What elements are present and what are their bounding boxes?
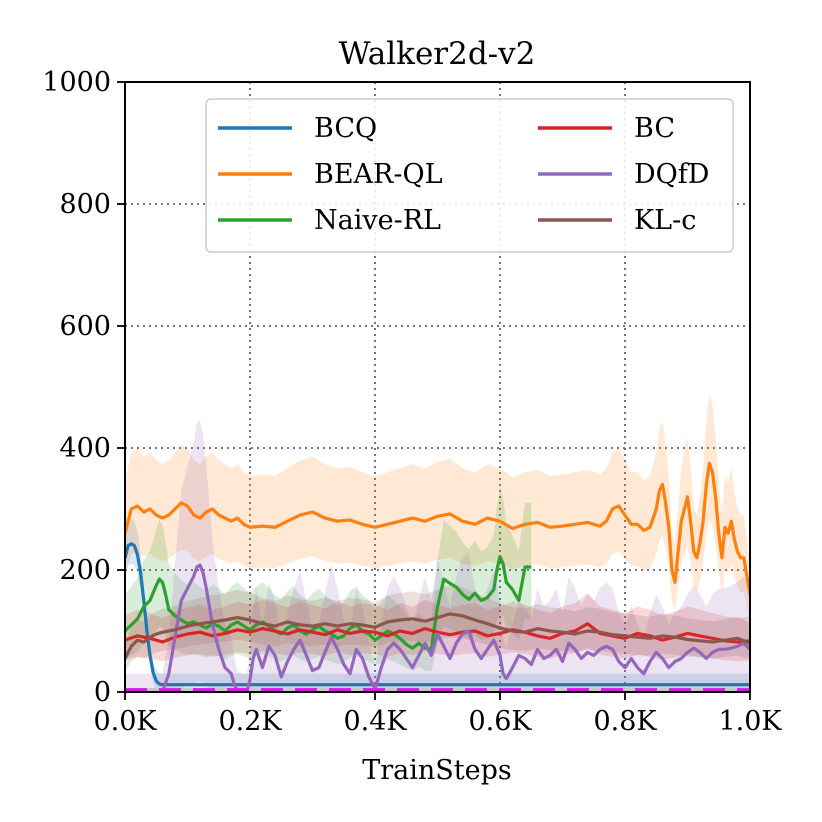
y-tick-label: 0 [94,677,111,708]
legend-item-bcq: BCQ [218,113,377,144]
legend-item-kl-c: KL-c [538,205,696,236]
axis-ticks: 0.0K 0.2K 0.4K 0.6K 0.8K 1.0K 0 200 400 600 800 100… [42,67,782,737]
series-line-bear-ql [125,461,750,595]
series-line-kl-c [125,612,750,660]
band-bear-ql [125,394,750,621]
legend-item-dqfd: DQfD [538,159,709,190]
band-bcq [125,518,750,692]
band-kl-c [125,585,750,671]
confidence-bands [125,394,750,692]
legend-label: KL-c [634,205,696,236]
series-line-dqfd [125,563,750,692]
legend-item-bc: BC [538,113,675,144]
x-tick-label: 1.0K [718,706,782,737]
legend-item-naive-rl: Naive-RL [218,205,441,236]
x-tick-label: 0.0K [93,706,157,737]
y-tick-label: 400 [59,433,111,464]
x-tick-label: 0.8K [593,706,657,737]
legend-item-bear-ql: BEAR-QL [218,159,443,190]
plot-frame [124,81,751,693]
legend-box [205,98,734,253]
y-tick-label: 800 [59,189,111,220]
series-line-bc [125,622,750,644]
y-tick-label: 200 [59,555,111,586]
x-tick-label: 0.6K [468,706,532,737]
x-axis-label: TrainSteps [362,755,512,786]
legend-label: BCQ [314,113,377,144]
band-dqfd [125,419,750,692]
y-tick-label: 1000 [42,67,111,98]
legend-label: DQfD [634,159,709,190]
legend-label: BC [634,113,675,144]
chart-title: Walker2d-v2 [339,36,536,72]
x-tick-label: 0.4K [343,706,407,737]
legend: BCQ BEAR-QL Naive-RL BC DQfD KL-c [205,98,734,253]
series-lines [125,461,750,692]
band-naive-rl [125,487,532,672]
y-tick-label: 600 [59,311,111,342]
x-tick-label: 0.2K [218,706,282,737]
series-line-bcq [125,542,750,687]
legend-label: Naive-RL [314,205,441,236]
band-bc [125,593,750,662]
legend-label: BEAR-QL [314,159,443,190]
